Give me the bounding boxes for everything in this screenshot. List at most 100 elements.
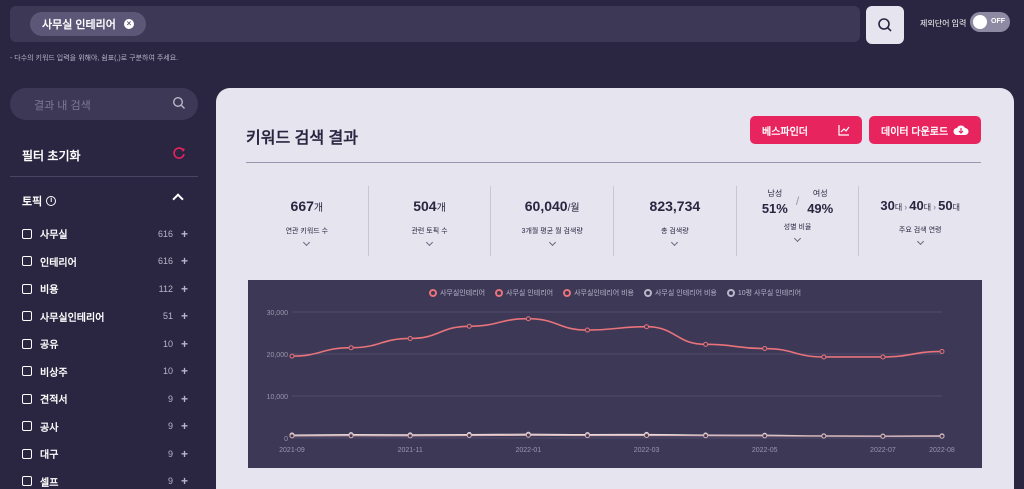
- legend-marker: [495, 289, 504, 297]
- chart-trend-icon: [838, 125, 850, 136]
- topic-label: 비용: [40, 285, 59, 297]
- topic-checkbox[interactable]: [22, 283, 32, 294]
- male-value: 51%: [761, 201, 788, 216]
- keyword-chip[interactable]: 사무실 인테리어 ×: [30, 12, 146, 36]
- legend-item[interactable]: 사무실 인테리어: [495, 288, 553, 298]
- topic-checkbox[interactable]: [22, 228, 32, 239]
- collapse-chevron-icon[interactable]: [172, 193, 184, 205]
- data-point: [880, 354, 886, 360]
- keyword-chip-label: 사무실 인테리어: [42, 19, 116, 31]
- info-icon[interactable]: i: [46, 196, 57, 206]
- add-topic-icon[interactable]: +: [180, 254, 188, 269]
- chevron-down-icon[interactable]: [916, 237, 924, 246]
- topic-count: 9: [167, 421, 173, 432]
- stat-unit: 개: [436, 203, 446, 214]
- topic-checkbox[interactable]: [22, 393, 32, 404]
- topic-count: 112: [158, 283, 173, 294]
- data-point: [525, 432, 531, 438]
- legend-item[interactable]: 사무실인테리어: [428, 288, 485, 298]
- search-button[interactable]: [866, 6, 904, 44]
- topic-checkbox[interactable]: [22, 256, 32, 267]
- topic-checkbox[interactable]: [22, 421, 32, 432]
- chevron-down-icon[interactable]: [303, 238, 311, 247]
- remove-chip-icon[interactable]: ×: [123, 19, 134, 29]
- topic-item[interactable]: 대구 9 +: [22, 440, 188, 468]
- data-point: [821, 354, 827, 360]
- search-icon[interactable]: [172, 96, 186, 110]
- refresh-icon[interactable]: [172, 146, 186, 160]
- topic-count: 9: [167, 393, 173, 404]
- topic-item[interactable]: 사무실인테리어 51 +: [22, 303, 188, 331]
- data-point: [348, 345, 354, 351]
- chevron-down-icon[interactable]: [548, 238, 556, 247]
- topic-checkbox[interactable]: [22, 338, 32, 349]
- add-topic-icon[interactable]: +: [180, 446, 188, 461]
- stat-gender-ratio[interactable]: 남성 51% / 여성 49% 성별 비율: [737, 186, 860, 256]
- topic-item[interactable]: 견적서 9 +: [22, 385, 188, 413]
- stat-total-volume[interactable]: 823,734 총 검색량: [614, 186, 737, 256]
- stat-label: 주요 검색 연령: [898, 227, 942, 234]
- add-topic-icon[interactable]: +: [180, 281, 188, 296]
- topic-checkbox[interactable]: [22, 448, 32, 459]
- topic-item[interactable]: 사무실 616 +: [22, 220, 188, 248]
- add-topic-icon[interactable]: +: [180, 226, 188, 241]
- best-finder-button[interactable]: 베스파인더: [750, 116, 862, 144]
- chevron-down-icon[interactable]: [425, 238, 434, 247]
- stat-related-topics[interactable]: 504개 관련 토픽 수: [369, 186, 492, 256]
- series-line: [291, 317, 943, 358]
- data-point: [407, 335, 413, 341]
- filter-reset-label[interactable]: 필터 초기화: [22, 149, 81, 163]
- add-topic-icon[interactable]: +: [180, 474, 188, 489]
- legend-item[interactable]: 사무실인테리어 비용: [563, 288, 634, 298]
- add-topic-icon[interactable]: +: [180, 419, 188, 434]
- topic-count: 9: [167, 448, 173, 459]
- topic-item[interactable]: 셀프 9 +: [22, 468, 188, 489]
- stat-monthly-avg[interactable]: 60,040/월 3개월 평균 월 검색량: [491, 186, 615, 256]
- topic-item[interactable]: 공유 10 +: [22, 330, 188, 358]
- female-value: 49%: [807, 201, 834, 216]
- topic-item[interactable]: 인테리어 616 +: [22, 248, 188, 276]
- legend-marker: [563, 289, 572, 297]
- topic-checkbox[interactable]: [22, 476, 32, 487]
- add-topic-icon[interactable]: +: [180, 309, 188, 324]
- exclude-words-toggle[interactable]: OFF: [970, 12, 1010, 32]
- topic-label: 사무실인테리어: [40, 312, 105, 324]
- x-tick-label: 2022-07: [870, 447, 896, 454]
- stat-unit: /월: [567, 203, 580, 214]
- result-search-input[interactable]: 결과 내 검색: [10, 88, 198, 120]
- topic-label: 견적서: [40, 395, 68, 407]
- topic-checkbox[interactable]: [22, 311, 32, 322]
- legend-item[interactable]: 10평 사무실 인테리어: [726, 288, 801, 298]
- add-topic-icon[interactable]: +: [180, 364, 188, 379]
- legend-item[interactable]: 사무실 인테리어 비용: [643, 288, 717, 298]
- data-download-button[interactable]: 데이터 다운로드: [869, 116, 981, 144]
- topic-item[interactable]: 비용 112 +: [22, 275, 188, 303]
- topic-item[interactable]: 비상주 10 +: [22, 358, 188, 386]
- topic-count: 10: [162, 338, 173, 349]
- legend-label: 사무실 인테리어 비용: [654, 290, 717, 297]
- data-point: [644, 324, 650, 330]
- chevron-down-icon[interactable]: [793, 234, 802, 243]
- chevron-down-icon[interactable]: [671, 238, 679, 247]
- topic-item[interactable]: 공사 9 +: [22, 413, 188, 441]
- x-tick-label: 2022-03: [634, 447, 660, 454]
- y-tick-label: 20,000: [267, 352, 289, 359]
- add-topic-icon[interactable]: +: [180, 336, 188, 351]
- stat-related-keywords[interactable]: 667개 연관 키워드 수: [246, 186, 369, 256]
- topic-label: 공사: [40, 422, 59, 434]
- data-point: [289, 433, 295, 439]
- page-title: 키워드 검색 결과: [246, 130, 358, 147]
- stat-value: 667: [290, 198, 314, 214]
- age-2: 40: [909, 198, 924, 213]
- add-topic-icon[interactable]: +: [180, 391, 188, 406]
- cloud-download-icon: [953, 125, 969, 135]
- toggle-knob: [973, 15, 987, 29]
- legend-label: 사무실 인테리어: [506, 290, 554, 297]
- data-point: [407, 433, 413, 439]
- age-values: 30대 › 40대 › 50대: [859, 198, 981, 213]
- stat-main-ages[interactable]: 30대 › 40대 › 50대 주요 검색 연령: [859, 186, 981, 256]
- data-point: [289, 353, 295, 359]
- keyword-search-bar[interactable]: 사무실 인테리어 ×: [10, 6, 860, 42]
- chart-plot: 30,000 20,000 10,000 0 2021-09 2021-11 2022-01…: [267, 310, 955, 454]
- topic-checkbox[interactable]: [22, 366, 32, 377]
